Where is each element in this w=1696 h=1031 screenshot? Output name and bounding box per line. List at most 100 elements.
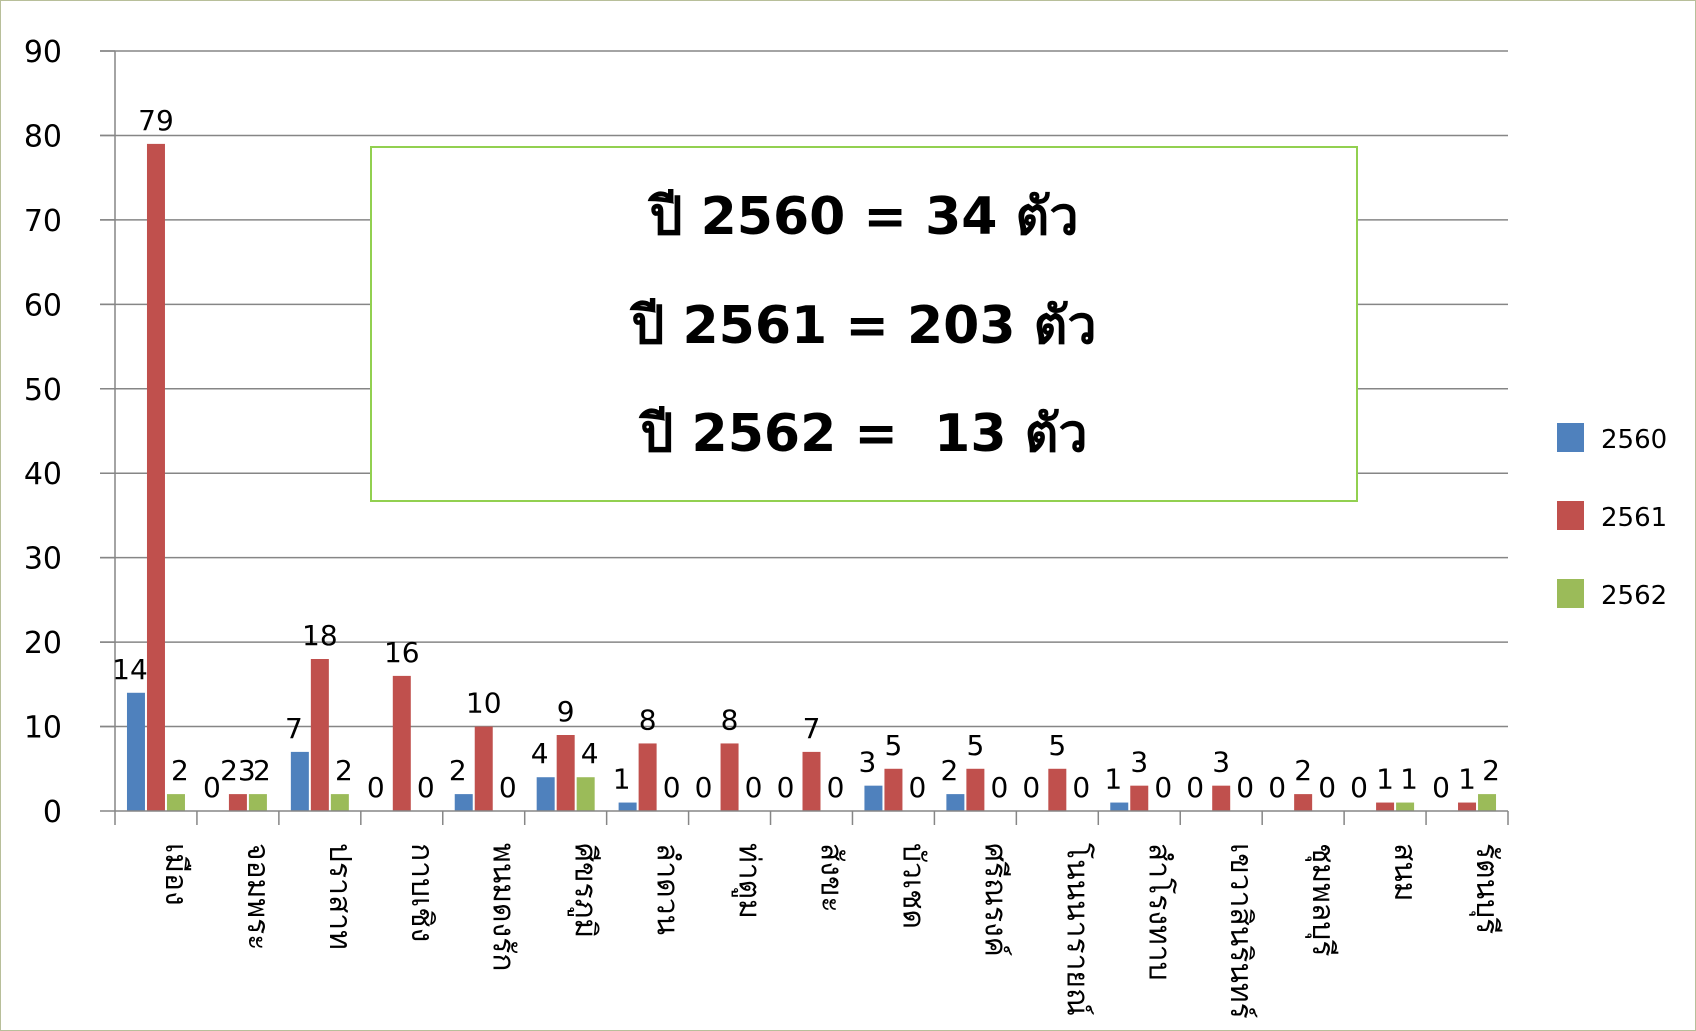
bar-2562 — [166, 794, 185, 811]
data-label-2560: 0 — [1432, 771, 1450, 804]
category-label: ท่าตูม — [732, 843, 767, 919]
data-label-2562: 0 — [499, 771, 517, 804]
summary-line-2561: ปี 2561 = 203 ตัว — [631, 295, 1097, 356]
y-tick-label: 50 — [24, 373, 62, 408]
data-label-2561: 79 — [138, 104, 174, 137]
bar-2560 — [454, 794, 473, 811]
bar-2560 — [864, 785, 883, 811]
data-label-2560: 0 — [1186, 771, 1204, 804]
data-label-2561: 3 — [1212, 746, 1230, 779]
data-label-2561: 5 — [885, 729, 903, 762]
bar-2561 — [802, 751, 821, 811]
bar-2561 — [474, 726, 493, 811]
data-label-2561: 8 — [721, 703, 739, 736]
bar-2560 — [1110, 802, 1129, 811]
bar-2561 — [1130, 785, 1149, 811]
category-label: เมือง — [158, 843, 193, 906]
data-label-2561: 1 — [1376, 763, 1394, 796]
legend-swatch-2560 — [1557, 423, 1584, 452]
data-label-2560: 0 — [1350, 771, 1368, 804]
data-label-2560: 7 — [285, 712, 303, 745]
bar-2561 — [228, 794, 247, 811]
bar-2561 — [392, 675, 411, 811]
data-label-2560: 0 — [203, 771, 221, 804]
y-tick-label: 40 — [24, 457, 62, 492]
data-label-2560: 0 — [367, 771, 385, 804]
legend: 2560 2561 2562 — [1557, 423, 1667, 611]
bar-2561 — [146, 143, 165, 811]
data-label-2561: 5 — [966, 729, 984, 762]
data-label-2560: 4 — [531, 737, 549, 770]
bar-2560 — [946, 794, 965, 811]
category-label: พนมดงรัก — [486, 843, 521, 971]
data-label-2562: 0 — [1072, 771, 1090, 804]
data-label-2560: 2 — [940, 754, 958, 787]
data-label-2562: 0 — [663, 771, 681, 804]
legend-label-2562: 2562 — [1601, 581, 1667, 611]
data-label-2561: 5 — [1048, 729, 1066, 762]
summary-line-2562: ปี 2562 = 13 ตัว — [640, 404, 1088, 465]
data-label-2560: 3 — [859, 746, 877, 779]
bar-2561 — [1458, 802, 1477, 811]
summary-box: ปี 2560 = 34 ตัว ปี 2561 = 203 ตัว ปี 25… — [370, 146, 1358, 502]
legend-swatch-2561 — [1557, 501, 1584, 530]
category-labels: เมือง จอมพระ ปราสาท กาบเชิง พนมดงรัก ศีขรภูมิ… — [158, 843, 1504, 1019]
bar-2560 — [126, 692, 145, 811]
data-label-2562: 2 — [171, 754, 189, 787]
data-label-2561: 7 — [803, 712, 821, 745]
data-label-2560: 1 — [1104, 763, 1122, 796]
data-label-2562: 0 — [1154, 771, 1172, 804]
category-label: ศรีณรงค์ — [977, 843, 1012, 957]
category-label: โนนนารายณ์ — [1059, 843, 1095, 1016]
legend-label-2560: 2560 — [1601, 425, 1667, 455]
data-label-2562: 2 — [335, 754, 353, 787]
category-label: รัตนบุรี — [1468, 843, 1504, 934]
category-label: ศีขรภูมิ — [568, 843, 603, 938]
y-tick-label: 0 — [43, 795, 62, 830]
data-label-2562: 1 — [1400, 763, 1418, 796]
bar-2560 — [618, 802, 637, 811]
data-label-2561: 23 — [220, 754, 256, 787]
category-label: ชุมพลบุรี — [1304, 843, 1340, 956]
data-label-2562: 0 — [417, 771, 435, 804]
data-label-2560: 1 — [613, 763, 631, 796]
bar-2560 — [290, 751, 309, 811]
data-label-2560: 0 — [1268, 771, 1286, 804]
data-label-2560: 0 — [1022, 771, 1040, 804]
category-label: ลำดวน — [650, 843, 685, 935]
data-label-2561: 2 — [1294, 754, 1312, 787]
data-label-2560: 0 — [777, 771, 795, 804]
data-label-2561: 10 — [466, 687, 502, 720]
bar-2560 — [536, 777, 555, 811]
bar-2561 — [1294, 794, 1313, 811]
category-label: สนม — [1387, 843, 1422, 902]
bar-2561 — [1048, 768, 1067, 811]
category-label: เขวาสินรินทร์ — [1223, 843, 1258, 1019]
data-label-2560: 2 — [449, 754, 467, 787]
legend-swatch-2562 — [1557, 579, 1584, 608]
bar-2561 — [1376, 802, 1395, 811]
category-label: ปราสาท — [322, 843, 357, 950]
summary-line-2560: ปี 2560 = 34 ตัว — [649, 186, 1079, 247]
y-tick-label: 90 — [24, 35, 62, 70]
y-tick-label: 30 — [24, 542, 62, 577]
data-label-2560: 0 — [695, 771, 713, 804]
category-label: สังขะ — [814, 843, 849, 913]
data-label-2561: 8 — [639, 703, 657, 736]
bar-2561 — [310, 659, 329, 811]
y-tick-label: 20 — [24, 626, 62, 661]
data-label-2561: 3 — [1130, 746, 1148, 779]
bar-2562 — [576, 777, 595, 811]
data-label-2561: 9 — [557, 695, 575, 728]
category-label: กาบเชิง — [404, 843, 439, 942]
category-label: จอมพระ — [240, 843, 275, 950]
data-label-2562: 2 — [1482, 754, 1500, 787]
bar-2561 — [556, 735, 575, 811]
data-label-2562: 0 — [909, 771, 927, 804]
data-label-2561: 1 — [1458, 763, 1476, 796]
y-tick-label: 70 — [24, 204, 62, 239]
bar-2562 — [1478, 794, 1497, 811]
bar-2561 — [638, 743, 657, 811]
